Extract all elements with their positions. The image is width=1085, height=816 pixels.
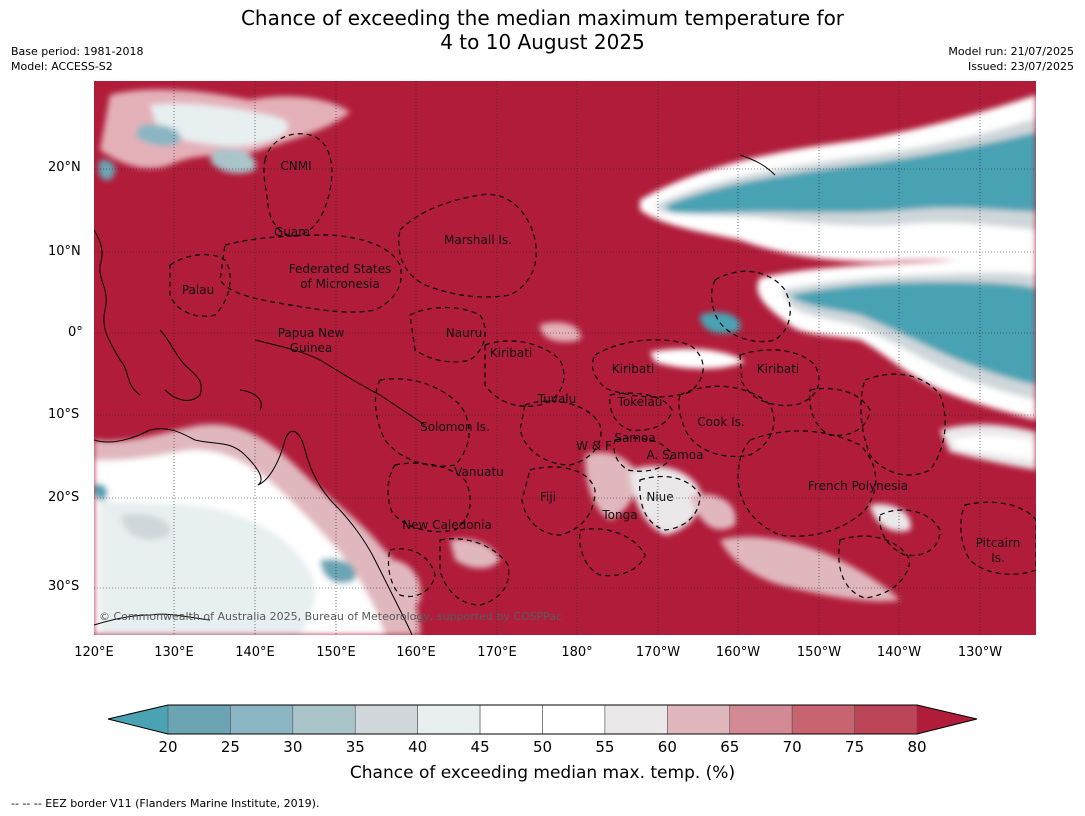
colorbar-tick-label: 80 [907, 738, 927, 756]
graticule [94, 81, 1036, 635]
nw-cool-region [98, 89, 350, 181]
lat-label: 0° [68, 325, 83, 340]
colorbar-tick-label: 35 [345, 738, 365, 756]
lon-label: 150°W [796, 645, 842, 660]
place-kiribati-central: Kiribati [611, 362, 655, 376]
lat-label: 10°N [48, 244, 81, 259]
colorbar-tick-label: 20 [158, 738, 178, 756]
place-png-line2: Guinea [289, 341, 333, 355]
place-wallis-futuna: W & F [576, 439, 612, 453]
place-kiribati-west: Kiribati [489, 346, 533, 360]
place-cook-islands: Cook Is. [697, 415, 745, 429]
place-new-caledonia: New Caledonia [402, 518, 492, 532]
eez-footnote: -- -- -- EEZ border V11 (Flanders Marine… [11, 797, 320, 810]
colorbar-tick-label: 65 [720, 738, 740, 756]
place-guam: Guam [274, 225, 310, 239]
place-american-samoa: A. Samoa [646, 448, 704, 462]
colorbar-tick-label: 25 [220, 738, 240, 756]
title-line-2: 4 to 10 August 2025 [440, 30, 645, 54]
place-kiribati-east: Kiribati [756, 362, 800, 376]
place-solomon-islands: Solomon Is. [420, 420, 490, 434]
lon-label: 130°E [154, 645, 194, 660]
colorbar-segment [729, 704, 793, 735]
colorbar-segment [542, 704, 606, 735]
place-french-polynesia: French Polynesia [807, 479, 909, 493]
colorbar [107, 704, 978, 735]
lat-label: 20°N [48, 160, 81, 175]
place-samoa: Samoa [614, 431, 656, 445]
colorbar-tick-label: 75 [845, 738, 865, 756]
place-cnmi: CNMI [280, 159, 312, 173]
place-niue: Niue [646, 490, 674, 504]
place-tuvalu: Tuvalu [537, 392, 577, 406]
colorbar-segment [167, 704, 231, 735]
meta-left: Base period: 1981-2018 Model: ACCESS-S2 [11, 44, 143, 74]
place-fsm-line2: of Micronesia [300, 277, 380, 291]
lon-label: 170°W [635, 645, 681, 660]
model-run: Model run: 21/07/2025 [948, 45, 1074, 58]
coastlines [94, 154, 776, 635]
lon-label: 120°E [74, 645, 114, 660]
map-title: Chance of exceeding the median maximum t… [0, 6, 1085, 54]
australia-neutral-region [94, 424, 421, 635]
lon-label: 160°E [396, 645, 436, 660]
colorbar-outline [107, 704, 978, 735]
issued-date: Issued: 23/07/2025 [967, 60, 1074, 73]
lon-label: 130°W [957, 645, 1003, 660]
colorbar-tick-label: 55 [595, 738, 615, 756]
place-marshall-islands: Marshall Is. [444, 233, 512, 247]
model-name: Model: ACCESS-S2 [11, 60, 113, 73]
colorbar-tick-label: 30 [283, 738, 303, 756]
lat-label: 30°S [48, 579, 80, 594]
colorbar-tick-label: 60 [657, 738, 677, 756]
lon-label: 140°E [235, 645, 275, 660]
colorbar-under-arrow [108, 705, 168, 734]
place-tokelau: Tokelau [617, 395, 663, 409]
place-pitcairn-line1: Pitcairn [975, 536, 1021, 550]
colorbar-segment [791, 704, 855, 735]
lat-label: 10°S [48, 407, 80, 422]
eez-borders [169, 133, 1036, 606]
lon-label: 160°W [715, 645, 761, 660]
colorbar-segment [354, 704, 418, 735]
lat-label: 20°S [48, 490, 80, 505]
lon-label: 140°W [876, 645, 922, 660]
place-tonga: Tonga [602, 508, 638, 522]
colorbar-tick-label: 50 [532, 738, 553, 756]
place-palau: Palau [181, 283, 215, 297]
colorbar-over-arrow [917, 705, 977, 734]
colorbar-segment [417, 704, 481, 735]
ne-cool-region [540, 95, 1036, 420]
colorbar-segment [230, 704, 294, 735]
colorbar-title: Chance of exceeding median max. temp. (%… [349, 763, 736, 783]
lon-label: 180° [561, 645, 593, 660]
colorbar-segment [292, 704, 356, 735]
place-vanuatu: Vanuatu [454, 465, 504, 479]
central-light-patches [450, 424, 1036, 602]
probability-field [94, 81, 1036, 635]
colorbar-segment [667, 704, 731, 735]
colorbar-segments [167, 704, 918, 735]
place-png-line1: Papua New [277, 326, 345, 340]
title-line-1: Chance of exceeding the median maximum t… [240, 6, 845, 30]
colorbar-segment [854, 704, 918, 735]
place-fiji: Fiji [539, 490, 557, 504]
colorbar-tick-label: 70 [782, 738, 802, 756]
colorbar-segment [604, 704, 668, 735]
colorbar-segment [479, 704, 543, 735]
colorbar-tick-label: 40 [408, 738, 428, 756]
lon-label: 150°E [316, 645, 356, 660]
place-pitcairn-line2: Is. [991, 551, 1005, 565]
base-period: Base period: 1981-2018 [11, 45, 144, 58]
place-nauru: Nauru [445, 326, 483, 340]
colorbar-tick-label: 45 [470, 738, 490, 756]
place-fsm-line1: Federated States [288, 262, 392, 276]
meta-right: Model run: 21/07/2025 Issued: 23/07/2025 [948, 44, 1074, 74]
lon-label: 170°E [477, 645, 517, 660]
copyright-notice: © Commonwealth of Australia 2025, Bureau… [99, 610, 563, 623]
